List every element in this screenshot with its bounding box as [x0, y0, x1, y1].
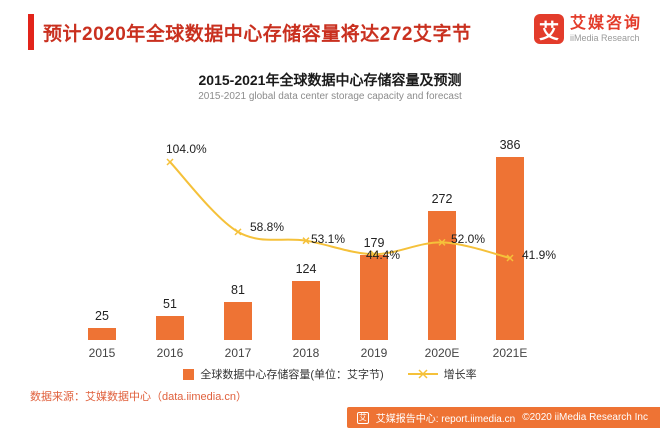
growth-point-marker	[302, 237, 310, 245]
storage-bar	[360, 255, 388, 340]
storage-bar	[292, 281, 320, 340]
growth-line-layer	[166, 158, 514, 262]
growth-line	[169, 161, 511, 259]
logo-name-cn: 艾媒咨询	[569, 14, 642, 32]
x-tick-label: 2017	[224, 346, 252, 360]
bar-value-label: 81	[231, 283, 245, 297]
storage-bar	[156, 316, 184, 340]
growth-rate-label: 53.1%	[311, 231, 346, 246]
logo-name-en: iiMedia Research	[569, 33, 640, 44]
legend-label-growth: 增长率	[443, 369, 477, 381]
bar-value-label: 179	[363, 236, 385, 250]
x-axis: 2015 2016 2017 2018 2019 2020E 2021E	[68, 346, 544, 362]
report-footer-bar: 艾 艾媒报告中心: report.iimedia.cn ©2020 iiMedi…	[346, 407, 660, 428]
chart-title: 2015-2021年全球数据中心存储容量及预测	[198, 72, 462, 88]
growth-point-marker	[506, 254, 514, 262]
title-accent-bar	[28, 14, 34, 50]
logo-text: 艾媒咨询 iiMedia Research	[570, 15, 642, 44]
growth-point-marker	[234, 228, 242, 236]
x-tick-label: 2016	[156, 346, 184, 360]
storage-bar	[496, 157, 524, 340]
growth-rate-label: 44.4%	[366, 248, 401, 263]
page-title: 预计2020年全球数据中心存储容量将达272艾字节	[43, 23, 472, 45]
chart-subtitle: 2015-2021 global data center storage cap…	[198, 91, 462, 102]
report-center-text: 艾媒报告中心: report.iimedia.cn	[375, 414, 516, 425]
growth-rate-label: 41.9%	[522, 248, 557, 263]
growth-point-marker	[438, 238, 446, 246]
bar-legend-swatch	[183, 368, 195, 380]
storage-bar	[88, 328, 116, 340]
bar-value-label: 25	[95, 309, 109, 323]
growth-point-marker	[166, 158, 174, 166]
x-tick-label: 2021E	[492, 346, 528, 360]
bar-value-label: 386	[499, 138, 521, 152]
line-legend-swatch	[407, 368, 438, 380]
iimedia-logo: 艾 艾媒咨询 iiMedia Research	[533, 14, 642, 44]
iimedia-footer-logo-icon: 艾	[356, 411, 369, 424]
chart-legend: 全球数据中心存储容量(单位：艾字节) 增长率	[0, 366, 660, 382]
bar-value-label: 124	[295, 262, 317, 276]
storage-bar	[224, 302, 252, 340]
legend-label-storage: 全球数据中心存储容量(单位：艾字节)	[200, 369, 384, 381]
growth-rate-label: 104.0%	[166, 142, 207, 157]
x-tick-label: 2019	[360, 346, 388, 360]
legend-item-storage: 全球数据中心存储容量(单位：艾字节)	[183, 366, 384, 382]
bar-value-label: 272	[431, 192, 453, 206]
x-tick-label: 2015	[88, 346, 116, 360]
legend-item-growth: 增长率	[407, 366, 477, 382]
x-tick-label: 2018	[292, 346, 320, 360]
copyright-text: ©2020 iiMedia Research Inc	[522, 412, 648, 423]
growth-point-marker	[370, 250, 378, 258]
data-source: 数据来源：艾媒数据中心（data.iimedia.cn）	[30, 391, 247, 403]
iimedia-logo-icon: 艾	[533, 14, 564, 44]
x-tick-label: 2020E	[424, 346, 460, 360]
growth-rate-label: 52.0%	[451, 232, 486, 247]
title-block: 预计2020年全球数据中心存储容量将达272艾字节	[28, 14, 471, 50]
storage-bar	[428, 211, 456, 340]
chart-plot: 2015 2016 2017 2018 2019 2020E 2021E 25 51 104.0…	[68, 128, 556, 360]
bar-value-label: 51	[163, 297, 177, 311]
growth-rate-label: 58.8%	[250, 219, 285, 234]
header: 预计2020年全球数据中心存储容量将达272艾字节 艾 艾媒咨询 iiMedia…	[28, 14, 642, 50]
